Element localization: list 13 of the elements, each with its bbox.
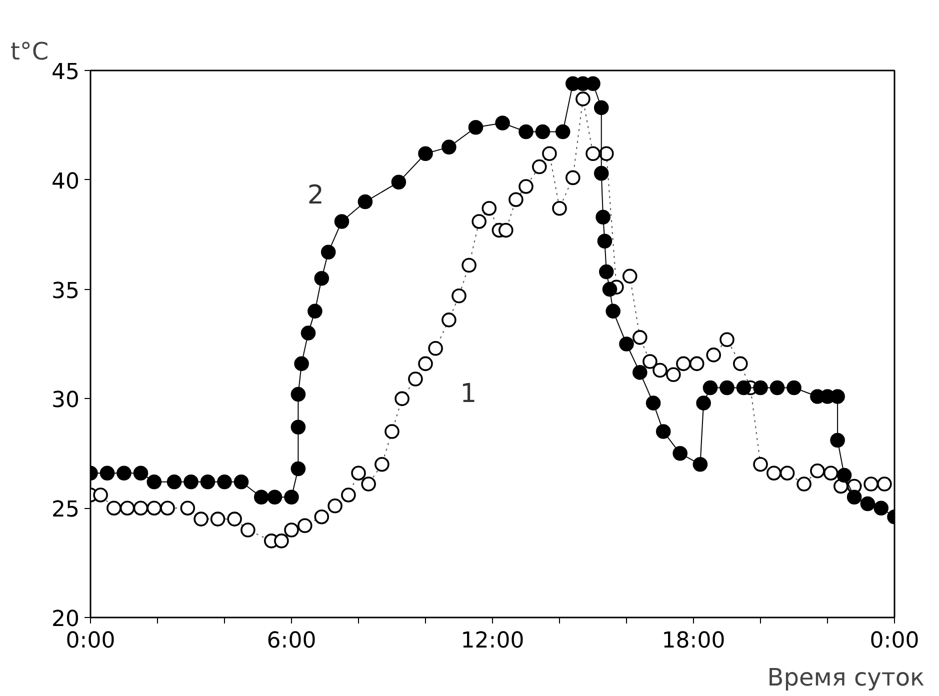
x-tick-label: 18:00 — [662, 628, 726, 654]
y-tick-label: 35 — [52, 278, 80, 304]
x-axis-title: Время суток — [767, 664, 925, 692]
y-tick-label: 45 — [52, 60, 80, 85]
y-tick-label: 30 — [52, 388, 80, 414]
y-tick-label: 25 — [52, 498, 80, 523]
x-tick-label: 6:00 — [266, 628, 316, 654]
x-tick-label: 0:00 — [870, 628, 920, 654]
x-tick-label: 12:00 — [460, 628, 524, 654]
y-tick-label: 40 — [52, 169, 80, 194]
annotation: 1 — [460, 378, 477, 409]
annotation: 2 — [307, 180, 324, 211]
y-axis-title: t°C — [10, 38, 49, 66]
